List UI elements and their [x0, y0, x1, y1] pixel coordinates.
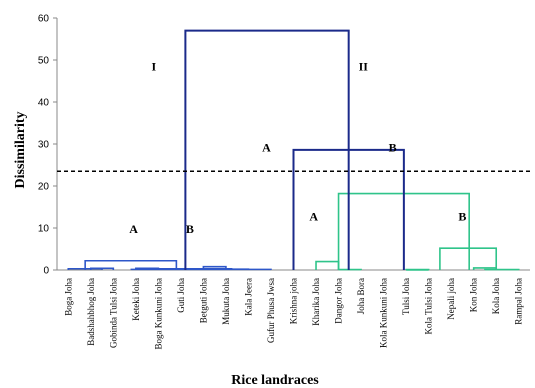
cluster-label: B: [458, 209, 466, 223]
y-tick-label: 10: [38, 224, 50, 235]
cluster-label: A: [309, 209, 318, 223]
y-axis-title: Dissimilarity: [13, 112, 28, 189]
cluster-label: B: [389, 141, 397, 155]
leaf-label: Tulsi Joha: [401, 278, 411, 315]
cluster-label: B: [186, 222, 194, 236]
dendrogram-link: [184, 29, 350, 270]
leaf-label: Boga Kunkuni Joha: [153, 278, 163, 350]
cluster-labels: I IIA BA BA B: [129, 60, 466, 237]
x-axis-title: Rice landraces: [231, 373, 319, 388]
y-tick-label: 50: [38, 56, 50, 67]
leaf-label: Mukuta Joha: [221, 278, 231, 325]
leaf-label: Kola Joha: [491, 278, 501, 314]
y-tick-label: 0: [43, 266, 49, 277]
cluster-label: A: [129, 222, 138, 236]
leaf-label: Betguti Joha: [198, 278, 208, 323]
cluster-label: I: [152, 60, 157, 74]
leaf-label: Nepali joha: [446, 278, 456, 320]
y-tick-label: 60: [38, 14, 50, 25]
cluster-label: II: [359, 60, 369, 74]
dendrogram-link: [84, 259, 178, 270]
leaf-label: Joha Bora: [356, 278, 366, 314]
leaf-label: Boga Joha: [63, 278, 73, 316]
dendrogram-link: [439, 247, 498, 270]
leaf-labels: Boga Joha Badshahbhog Joha Gobinda Tulsi J…: [63, 278, 523, 350]
y-axis: 0 10 20 30 40 50 60: [38, 14, 530, 277]
leaf-label: Kon Joha: [469, 278, 479, 312]
leaf-label: Rampal Joha: [514, 278, 524, 325]
leaf-label: Kola Kunkuni Joha: [379, 278, 389, 348]
leaf-label: Krishna joha: [289, 278, 299, 324]
y-tick-label: 30: [38, 140, 50, 151]
leaf-label: Kola Tulsi Joha: [424, 278, 434, 335]
dendrogram-links: [67, 29, 520, 271]
dendrogram-link: [130, 268, 272, 271]
leaf-label: Gobinda Tulsi Joha: [108, 278, 118, 348]
dendrogram-link: [315, 260, 340, 270]
leaf-label: Gufur Phusa Jwsa: [266, 278, 276, 343]
leaf-label: Kharika Joha: [311, 278, 321, 326]
y-tick-label: 40: [38, 98, 50, 109]
leaf-label: Badshahbhog Joha: [86, 278, 96, 346]
leaf-label: Guti Joha: [176, 278, 186, 313]
leaf-label: Kala Jeera: [243, 278, 253, 316]
y-tick-label: 20: [38, 182, 50, 193]
leaf-label: Dangor Joha: [334, 278, 344, 324]
cluster-label: A: [262, 141, 271, 155]
leaf-label: Keteki Joha: [131, 278, 141, 321]
